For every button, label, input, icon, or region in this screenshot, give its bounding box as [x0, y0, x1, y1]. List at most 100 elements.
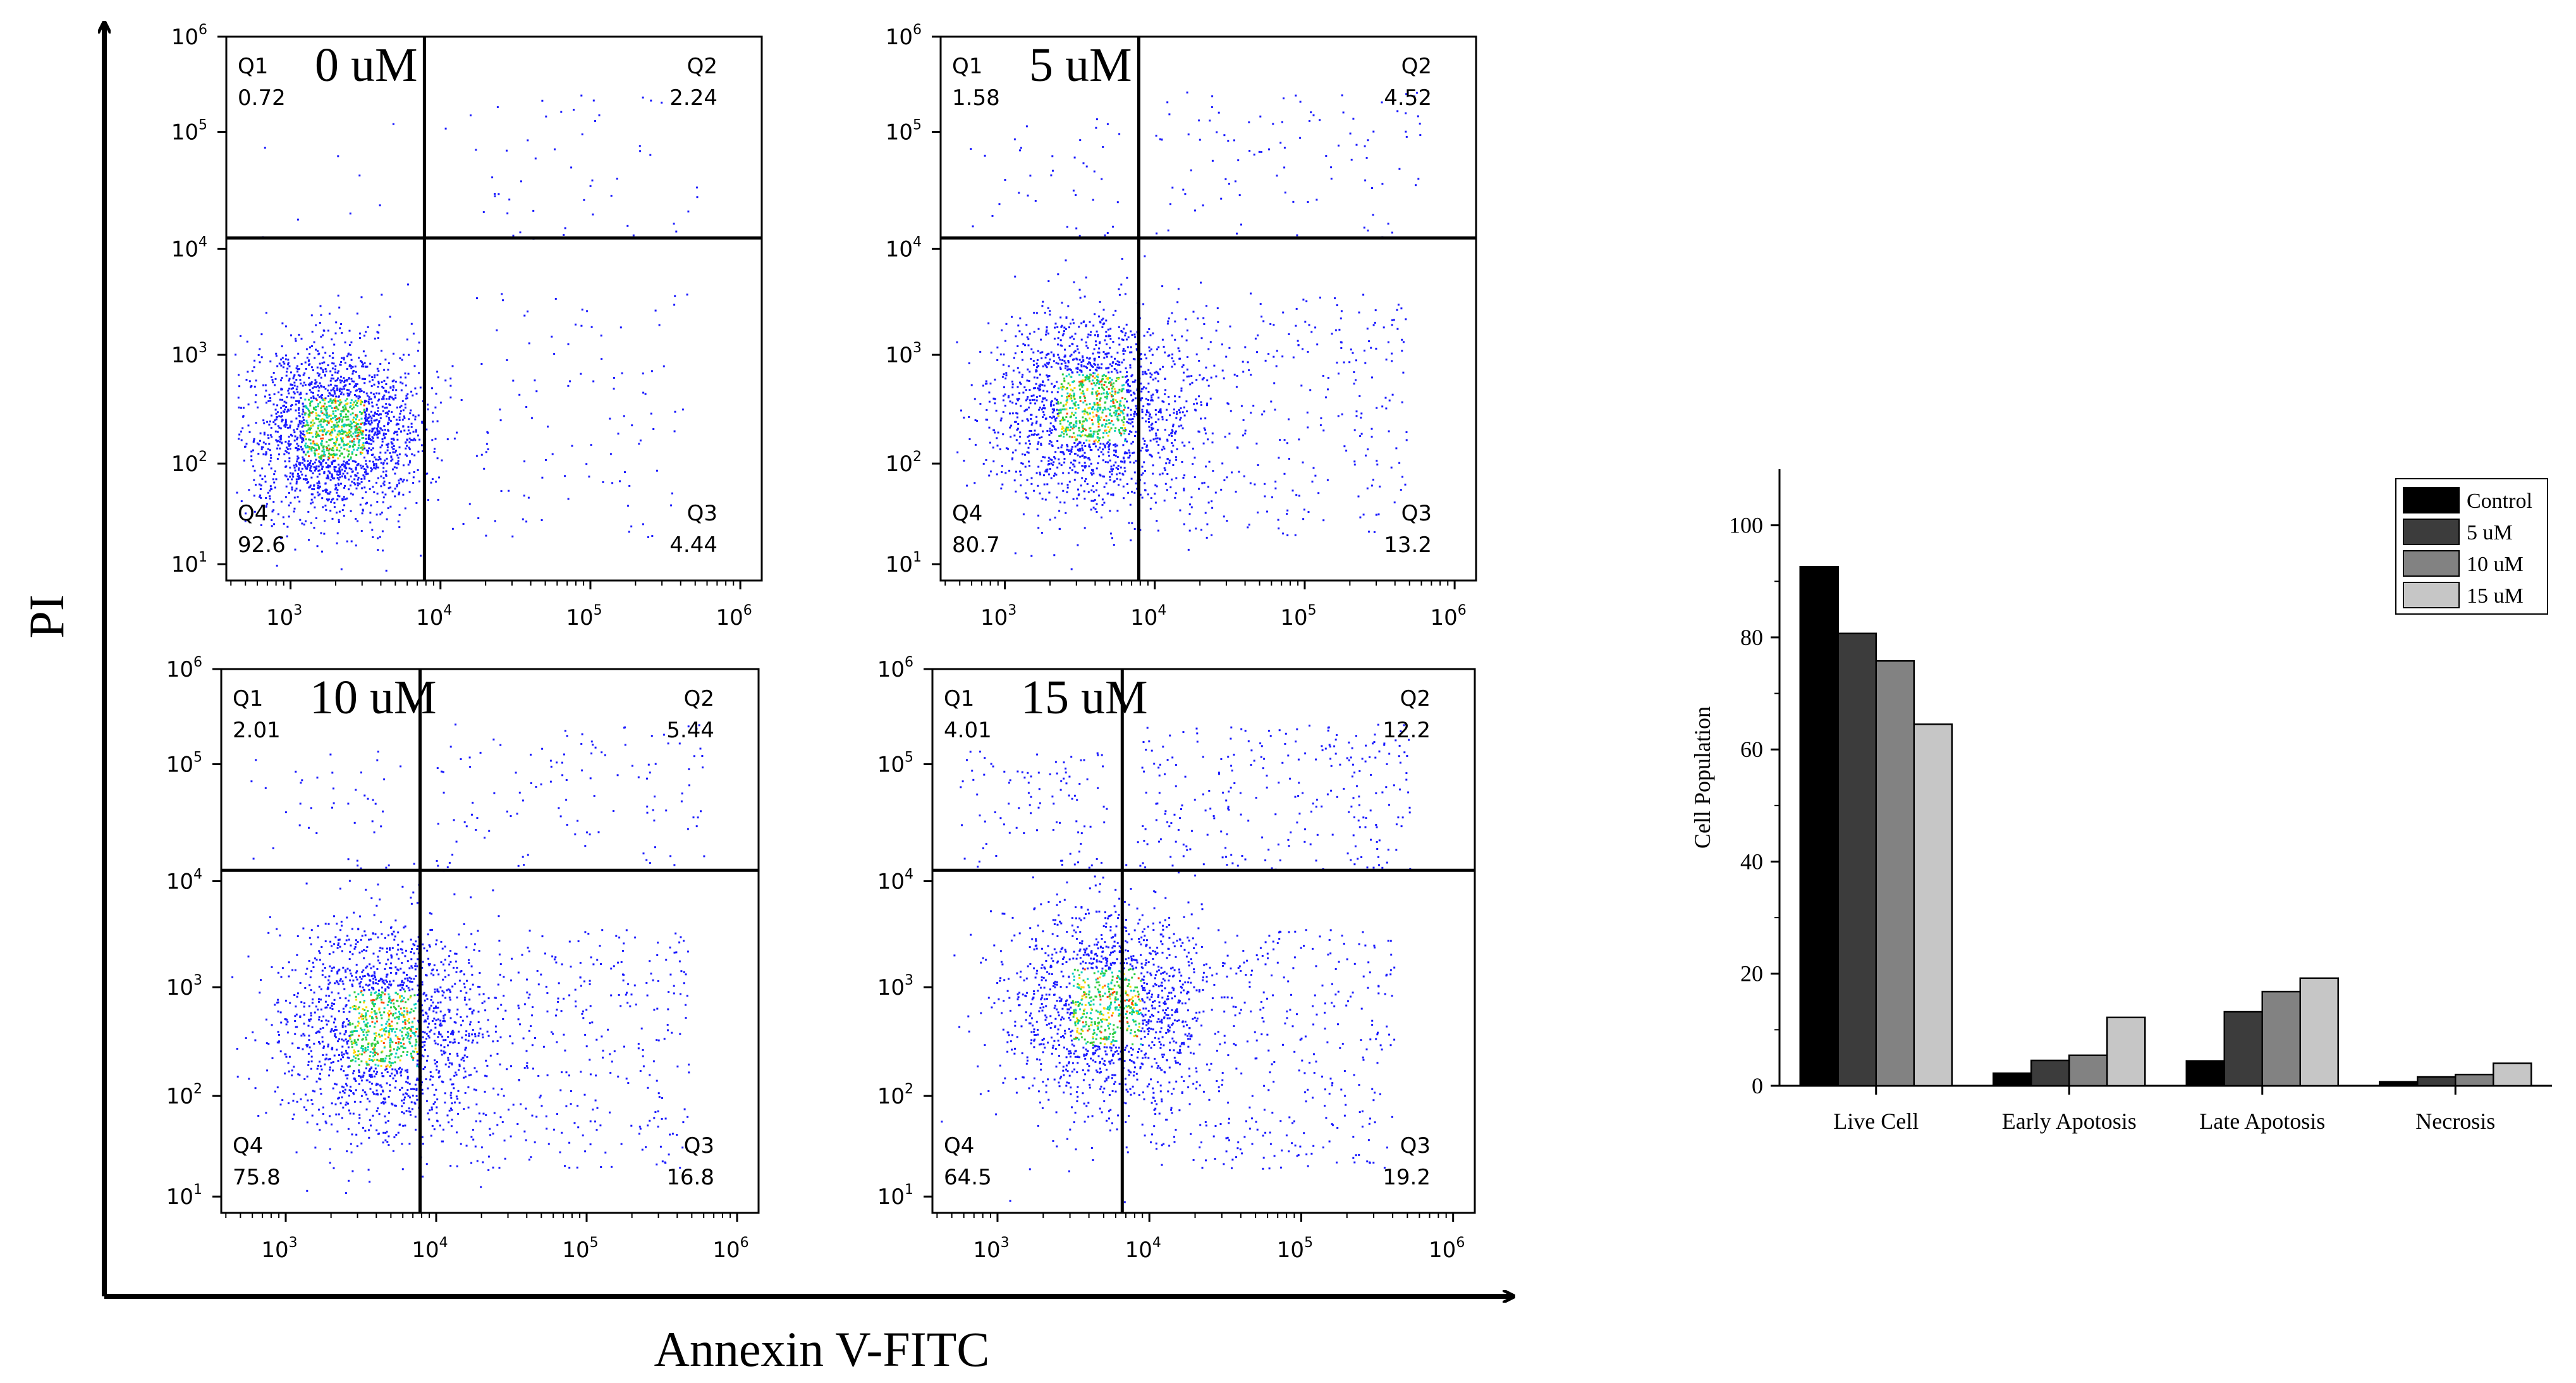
q3-value: 19.2	[1383, 1165, 1431, 1190]
legend-swatch	[2403, 550, 2460, 577]
bar-chart: 0 20 40 60 80 100 Cell Population Live Cell Earl…	[1690, 469, 2552, 1134]
bar-y-tick-label: 40	[1740, 849, 1763, 874]
q2-value: 4.52	[1384, 85, 1432, 111]
panel-frame	[220, 668, 760, 1214]
q2-label: Q2	[687, 54, 717, 79]
event-dots	[956, 91, 1422, 570]
q4-value: 80.7	[952, 532, 1000, 558]
bar-legend: Control 5 uM 10 uM 15 uM	[2395, 478, 2548, 615]
flow-panel-0-uM: Q1 0.72 Q2 2.24 Q4 92.6 Q3 4.44 0 uM 103 104 105 106…	[171, 22, 763, 630]
legend-label: 5 uM	[2467, 521, 2513, 544]
bar	[2106, 1016, 2146, 1087]
event-dots	[941, 723, 1412, 1203]
y-tick-label: 102	[877, 1081, 913, 1109]
bar-y-tick-label: 20	[1740, 961, 1763, 987]
y-tick-label: 105	[171, 118, 207, 145]
flow-panel-10-uM: Q1 2.01 Q2 5.44 Q4 75.8 Q3 16.8 10 uM 103 104 105 10…	[166, 655, 760, 1263]
q1-label: Q1	[233, 686, 263, 711]
y-tick-label: 106	[171, 22, 207, 50]
q2-value: 2.24	[669, 85, 717, 111]
y-axis-label: PI	[19, 594, 74, 638]
y-tick-label: 102	[166, 1081, 202, 1109]
panel-frame	[939, 35, 1477, 582]
x-tick-label: 106	[712, 1235, 748, 1263]
y-tick-label: 106	[877, 655, 913, 682]
legend-label: 10 uM	[2467, 553, 2524, 576]
concentration-label: 0 uM	[315, 39, 418, 92]
x-tick-label: 103	[973, 1235, 1009, 1263]
x-tick-label: 105	[562, 1235, 598, 1263]
x-tick-label: 104	[1125, 1235, 1161, 1263]
x-tick-label: 105	[566, 603, 602, 630]
q3-label: Q3	[687, 501, 717, 526]
bar-y-axis-label: Cell Population	[1690, 706, 1715, 849]
q4-label: Q4	[238, 501, 268, 526]
q3-label: Q3	[1400, 1133, 1431, 1159]
x-tick-label: 104	[416, 603, 452, 630]
concentration-label: 5 uM	[1029, 39, 1132, 92]
q2-label: Q2	[684, 686, 714, 711]
legend-swatch	[2403, 582, 2460, 608]
x-tick-label: 105	[1277, 1235, 1313, 1263]
q3-value: 4.44	[669, 532, 717, 558]
q1-value: 2.01	[233, 718, 281, 743]
q2-label: Q2	[1401, 54, 1432, 79]
q1-label: Q1	[238, 54, 268, 79]
q1-label: Q1	[952, 54, 982, 79]
y-tick-label: 106	[166, 655, 202, 682]
x-tick-label: 104	[412, 1235, 448, 1263]
bar	[1875, 660, 1915, 1087]
q3-value: 13.2	[1384, 532, 1432, 558]
q3-value: 16.8	[666, 1165, 714, 1190]
y-tick-label: 103	[171, 340, 207, 368]
bar	[2379, 1081, 2419, 1087]
bar-category-label: Live Cell	[1833, 1109, 1919, 1134]
event-dots	[231, 723, 705, 1195]
y-tick-label: 104	[166, 866, 202, 894]
bar	[2493, 1062, 2532, 1087]
q3-label: Q3	[684, 1133, 714, 1159]
bar-category-label: Late Apotosis	[2199, 1109, 2325, 1134]
bar	[1799, 565, 1839, 1087]
bar-y-tick-label: 60	[1740, 737, 1763, 762]
y-tick-label: 101	[877, 1182, 913, 1210]
y-tick-label: 105	[886, 118, 922, 145]
q4-label: Q4	[952, 501, 982, 526]
bar	[2030, 1059, 2070, 1087]
x-tick-label: 103	[261, 1235, 297, 1263]
q3-label: Q3	[1401, 501, 1432, 526]
flow-panel-5-uM: Q1 1.58 Q2 4.52 Q4 80.7 Q3 13.2 5 uM 103 104 105 106…	[886, 22, 1477, 630]
y-tick-label: 102	[886, 449, 922, 477]
x-tick-label: 103	[266, 603, 302, 630]
legend-swatch	[2403, 487, 2460, 513]
y-tick-label: 104	[877, 866, 913, 894]
bar	[2455, 1073, 2494, 1087]
y-tick-label: 101	[166, 1182, 202, 1210]
y-tick-label: 101	[171, 550, 207, 577]
bar-category-label: Necrosis	[2415, 1109, 2495, 1134]
bar	[1837, 632, 1877, 1087]
x-tick-label: 104	[1130, 603, 1166, 630]
q2-value: 5.44	[666, 718, 714, 743]
q1-label: Q1	[944, 686, 974, 711]
y-tick-label: 106	[886, 22, 922, 50]
y-tick-label: 104	[886, 234, 922, 262]
panel-frame	[225, 35, 763, 582]
x-tick-label: 106	[716, 603, 752, 630]
bar	[2068, 1054, 2108, 1087]
legend-swatch	[2403, 519, 2460, 545]
bar	[2417, 1076, 2457, 1087]
legend-label: 15 uM	[2467, 584, 2524, 608]
x-tick-label: 105	[1280, 603, 1316, 630]
legend-label: Control	[2467, 489, 2532, 513]
y-tick-label: 102	[171, 449, 207, 477]
q1-value: 4.01	[944, 718, 992, 743]
q4-value: 92.6	[238, 532, 286, 558]
x-tick-label: 106	[1430, 603, 1466, 630]
q2-label: Q2	[1400, 686, 1431, 711]
y-tick-label: 103	[877, 973, 913, 1000]
concentration-label: 10 uM	[310, 671, 437, 724]
y-tick-label: 103	[166, 973, 202, 1000]
q4-value: 75.8	[233, 1165, 281, 1190]
